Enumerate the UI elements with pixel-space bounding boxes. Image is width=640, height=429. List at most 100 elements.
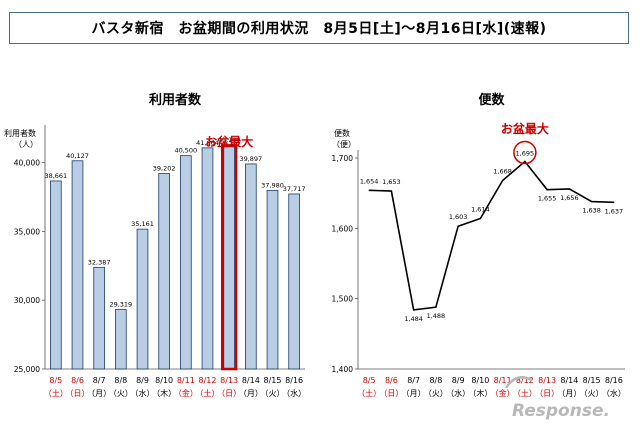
users-x-tick-label: 8/16 [285, 376, 303, 385]
users-data-label: 35,161 [131, 220, 154, 228]
flights-x-tick-label: 8/16 [605, 376, 623, 385]
flights-y-tick-label: 1,700 [332, 154, 354, 163]
flights-data-label: 1,614 [471, 205, 490, 213]
flights-peak-annotation: お盆最大 [501, 121, 549, 136]
users-x-weekday-label: （土） [44, 388, 68, 398]
flights-data-label: 1,695 [516, 150, 535, 158]
flights-x-weekday-label: （金） [491, 388, 515, 398]
users-bar [136, 228, 149, 370]
flights-x-weekday-label: （木） [468, 388, 492, 398]
flights-y-tick-label: 1,400 [332, 365, 354, 374]
users-x-tick-label: 8/5 [49, 376, 62, 385]
users-chart-title: 利用者数 [149, 92, 202, 108]
flights-point [457, 225, 459, 227]
users-y-tick-label: 25,000 [14, 365, 40, 374]
flights-x-weekday-label: （月） [557, 389, 581, 398]
users-x-weekday-label: （日） [217, 389, 241, 398]
flights-data-label: 1,603 [449, 213, 468, 221]
users-x-tick-label: 8/11 [177, 376, 195, 385]
flights-point [368, 189, 370, 191]
flights-data-label: 1,484 [404, 315, 423, 323]
users-peak-annotation: お盆最大 [205, 134, 253, 149]
users-x-tick-label: 8/6 [71, 376, 84, 385]
flights-point [546, 189, 548, 191]
flights-point [568, 188, 570, 190]
users-x-weekday-label: （金） [174, 388, 198, 398]
users-data-label: 41,064 [196, 139, 219, 147]
flights-x-tick-label: 8/11 [494, 376, 512, 385]
users-data-label: 41,140 [218, 136, 241, 144]
flights-x-weekday-label: （土） [357, 388, 381, 398]
flights-x-weekday-label: （土） [513, 388, 537, 398]
flights-y-tick-label: 1,500 [332, 295, 354, 304]
flights-y-label: 便数 [334, 128, 350, 138]
flights-data-label: 1,653 [382, 178, 401, 186]
flights-data-label: 1,488 [427, 312, 446, 320]
users-bar [71, 160, 84, 370]
users-bar [93, 266, 105, 370]
users-data-label: 29,319 [109, 301, 132, 309]
users-x-tick-label: 8/13 [220, 376, 238, 385]
flights-data-label: 1,655 [538, 195, 557, 203]
flights-x-weekday-label: （水） [446, 388, 470, 398]
flights-x-tick-label: 8/8 [429, 376, 442, 385]
users-x-weekday-label: （水） [131, 388, 155, 398]
users-bar [50, 180, 62, 370]
flights-point [435, 306, 437, 308]
flights-point [613, 201, 615, 203]
flights-chart-title: 便数 [478, 92, 505, 108]
users-x-weekday-label: （木） [152, 388, 176, 398]
users-x-tick-label: 8/8 [114, 376, 127, 385]
users-bar [201, 147, 214, 370]
users-x-tick-label: 8/14 [242, 376, 260, 385]
page-title: バスタ新宿 お盆期間の利用状況 8月5日[土]～8月16日[水](速報) [9, 12, 629, 44]
users-bar [245, 163, 257, 370]
users-data-label: 39,202 [153, 165, 176, 173]
users-y-label: 利用者数 [4, 128, 36, 138]
flights-x-weekday-label: （月） [402, 389, 426, 398]
flights-x-tick-label: 8/13 [538, 376, 556, 385]
flights-data-label: 1,638 [582, 207, 601, 215]
flights-data-label: 1,656 [560, 194, 579, 202]
users-x-weekday-label: （月） [239, 389, 263, 398]
flights-x-weekday-label: （日） [379, 389, 403, 398]
users-y-tick-label: 35,000 [14, 227, 40, 236]
users-y-tick-label: 40,000 [14, 159, 40, 168]
users-data-label: 37,717 [283, 185, 306, 193]
flights-point [524, 160, 526, 163]
flights-point [502, 179, 504, 182]
flights-peak-circle [513, 140, 537, 165]
users-x-tick-label: 8/10 [155, 376, 173, 385]
users-data-label: 38,661 [44, 172, 67, 180]
users-data-label: 40,127 [66, 152, 89, 160]
users-data-label: 40,500 [174, 147, 197, 155]
users-x-tick-label: 8/12 [199, 376, 217, 385]
flights-y-unit: （便） [332, 139, 356, 149]
flights-x-weekday-label: （火） [580, 389, 604, 398]
flights-point [413, 309, 415, 311]
users-x-tick-label: 8/7 [93, 376, 106, 385]
flights-x-tick-label: 8/6 [385, 376, 398, 385]
flights-x-weekday-label: （日） [535, 389, 559, 398]
flights-x-tick-label: 8/9 [452, 376, 465, 385]
flights-x-tick-label: 8/15 [583, 376, 601, 385]
users-x-tick-label: 8/15 [264, 376, 282, 385]
users-peak-highlight [221, 144, 238, 371]
users-data-label: 39,897 [239, 155, 262, 163]
flights-x-weekday-label: （水） [602, 388, 626, 398]
users-y-tick-label: 30,000 [14, 296, 40, 305]
users-x-weekday-label: （月） [87, 389, 111, 398]
users-x-weekday-label: （土） [196, 388, 220, 398]
users-bar [158, 173, 170, 370]
flights-x-tick-label: 8/10 [471, 376, 489, 385]
flights-x-tick-label: 8/7 [407, 376, 420, 385]
users-bar [288, 193, 300, 370]
flights-data-label: 1,654 [360, 177, 379, 185]
users-x-weekday-label: （日） [66, 389, 90, 398]
flights-point [591, 201, 593, 203]
users-bar [266, 189, 279, 370]
flights-y-tick-label: 1,600 [332, 224, 354, 233]
users-bar [180, 155, 192, 370]
